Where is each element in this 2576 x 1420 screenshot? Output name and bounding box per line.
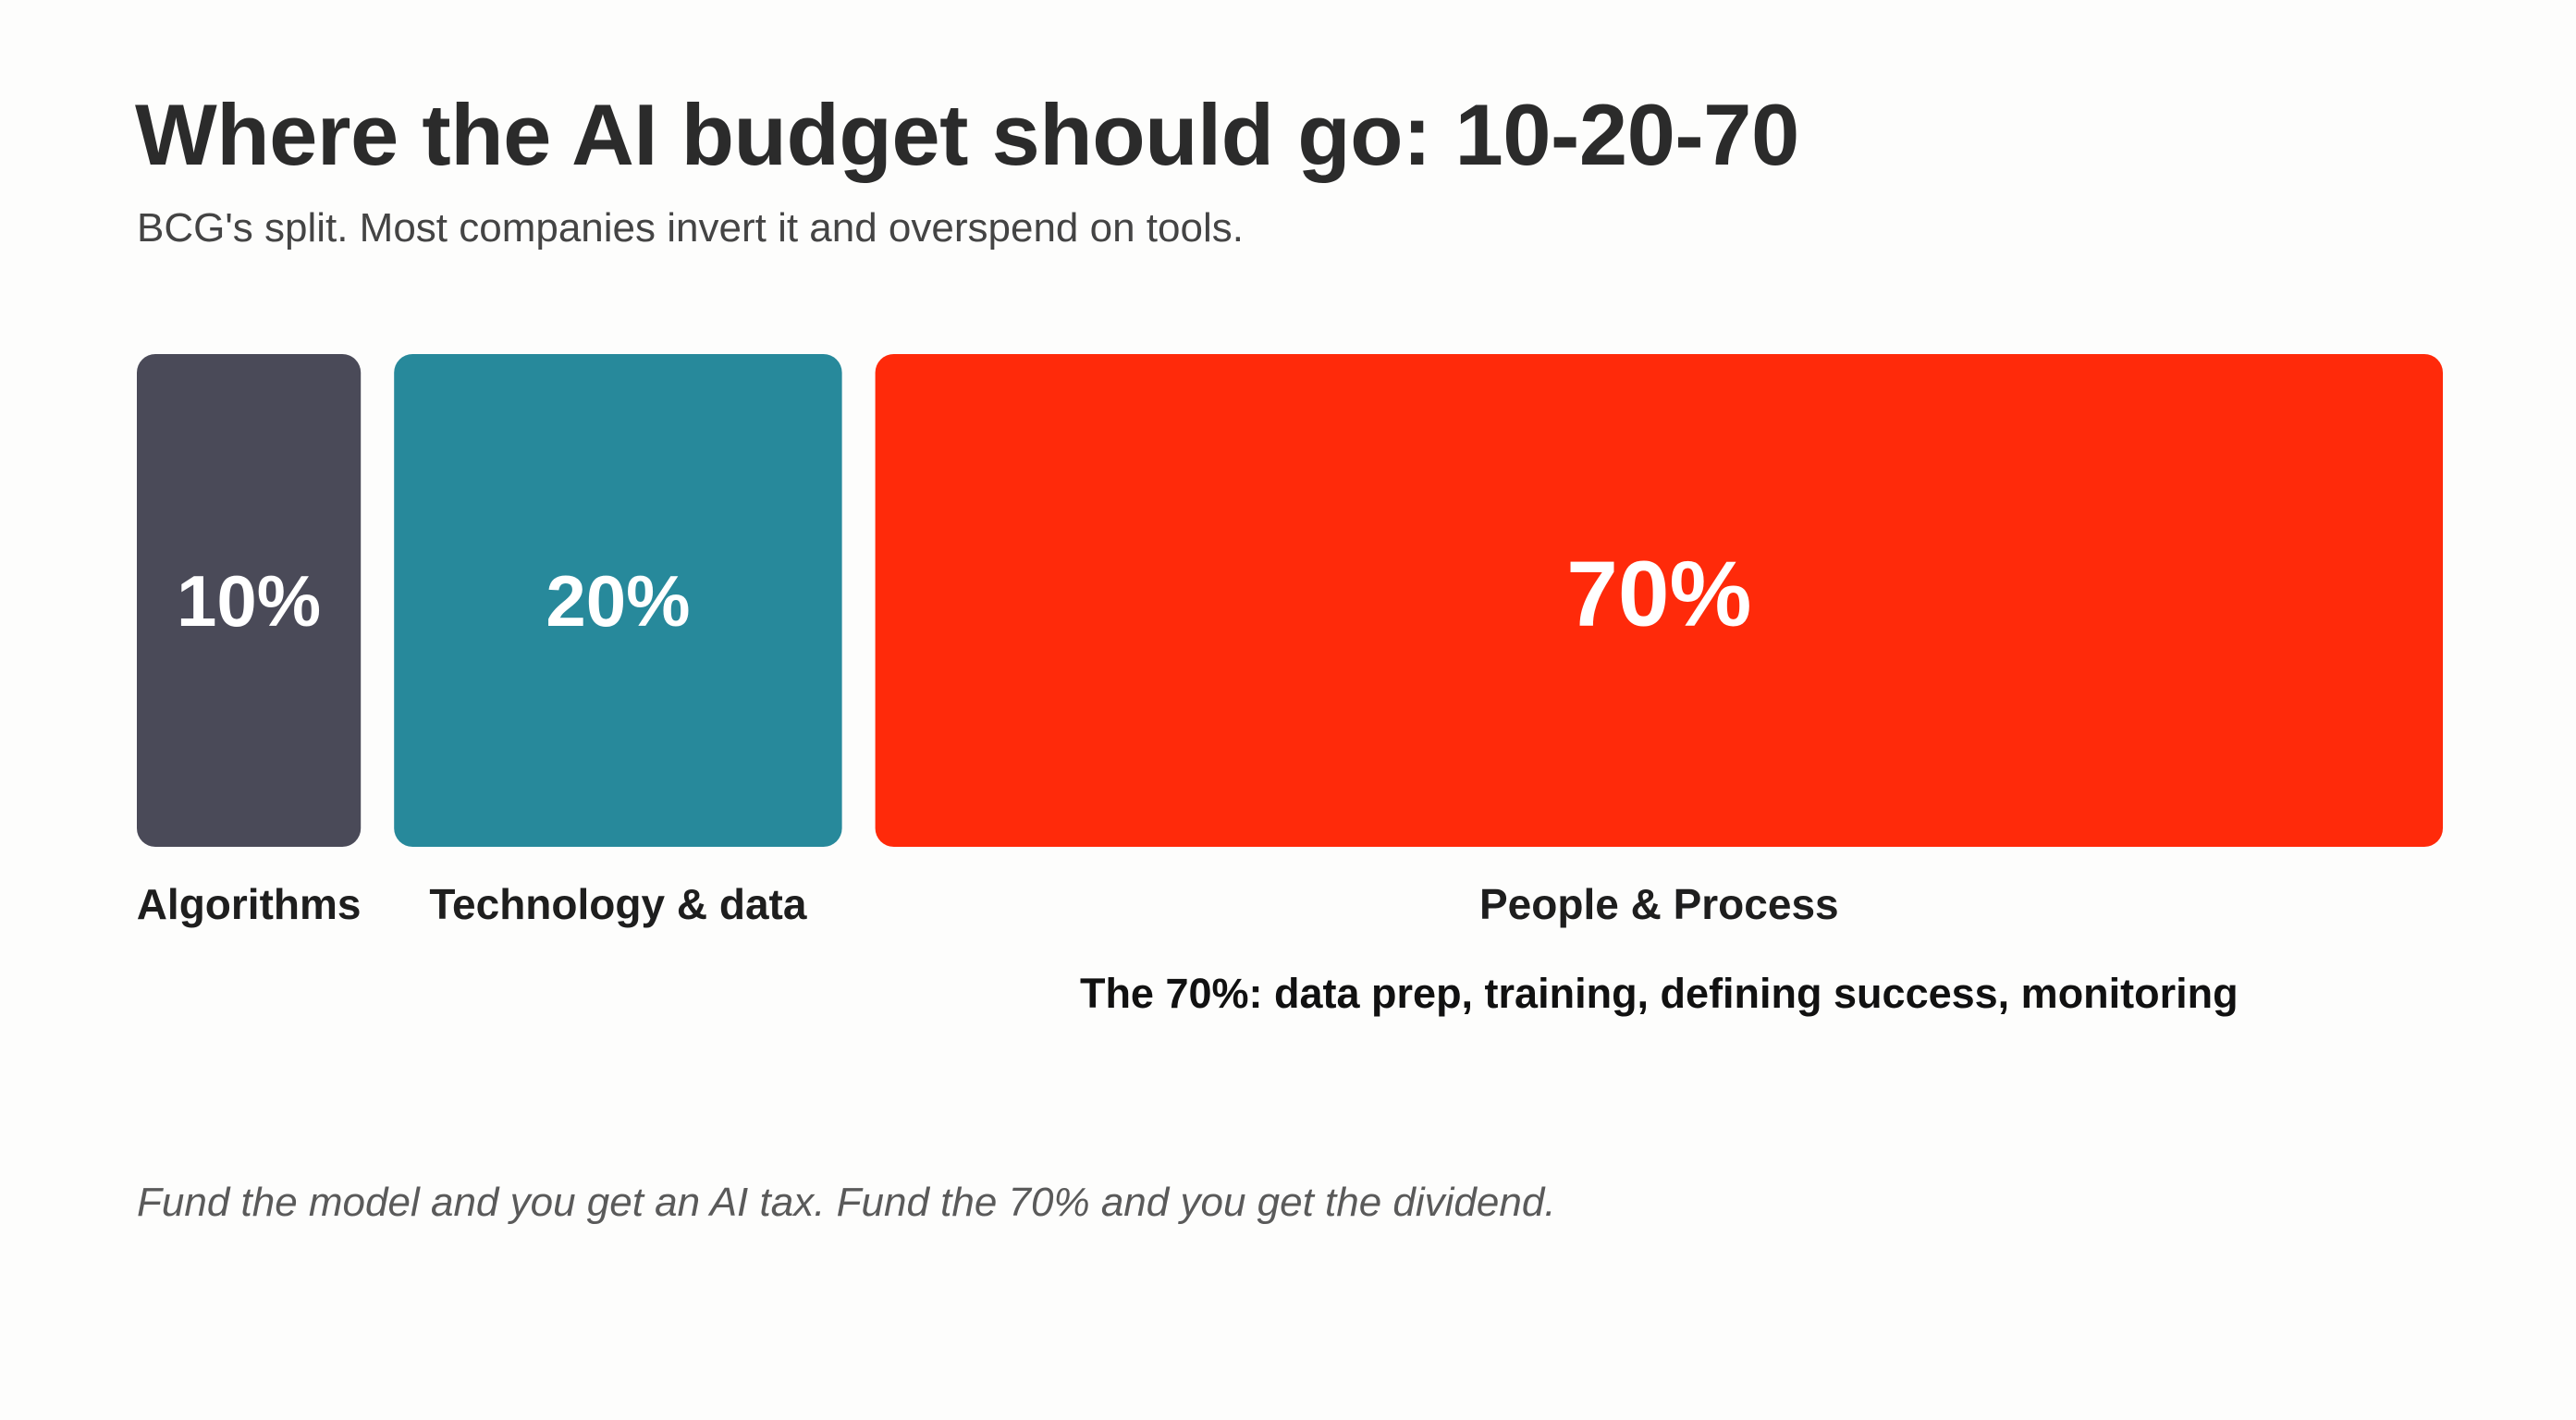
category-label-technology-and-data: Technology & data <box>429 880 806 928</box>
value-label-people-and-process: 70% <box>1566 543 1751 646</box>
chart-subtitle: BCG's split. Most companies invert it an… <box>137 205 1244 251</box>
value-label-technology-and-data: 20% <box>546 560 690 642</box>
budget-split-chart: 10% 20% 70% Algorithms Technology & data Peo… <box>137 354 2443 1017</box>
chart-title: Where the AI budget should go: 10-20-70 <box>135 86 1799 183</box>
labels-layer: Algorithms Technology & data People & Proc… <box>137 880 1839 928</box>
footer-note: Fund the model and you get an AI tax. Fu… <box>137 1180 1556 1225</box>
category-label-algorithms: Algorithms <box>137 880 362 928</box>
chart-annotation: The 70%: data prep, training, defining s… <box>1080 970 2239 1017</box>
bars-layer: 10% 20% 70% <box>137 354 2443 847</box>
bar-algorithms <box>137 354 362 847</box>
bar-people-and-process <box>875 354 2443 847</box>
category-label-people-and-process: People & Process <box>1479 880 1839 928</box>
bar-technology-and-data <box>394 354 842 847</box>
value-label-algorithms: 10% <box>177 560 321 642</box>
